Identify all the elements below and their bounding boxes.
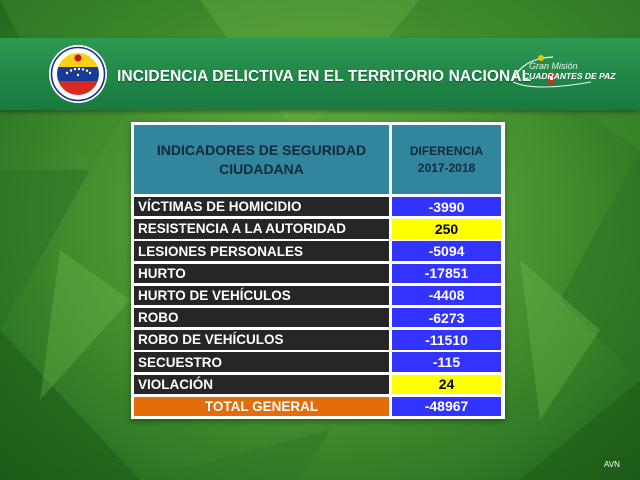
table-row: HURTO -17851 (134, 263, 501, 283)
difference-value-highlighted: 24 (392, 374, 501, 394)
indicator-column-header: INDICADORES DE SEGURIDAD CIUDADANA (134, 125, 389, 194)
difference-value: -17851 (392, 263, 501, 283)
venezuela-seal-logo (49, 45, 107, 103)
security-indicators-table: INDICADORES DE SEGURIDAD CIUDADANA DIFER… (131, 122, 505, 419)
total-row: TOTAL GENERAL -48967 (134, 396, 501, 417)
table-body: VÍCTIMAS DE HOMICIDIO -3990 RESISTENCIA … (134, 197, 501, 419)
difference-header-line2: 2017-2018 (417, 160, 476, 175)
difference-header-line1: DIFERENCIA (409, 143, 484, 158)
difference-value: -4408 (392, 285, 501, 306)
total-value: -48967 (392, 396, 501, 417)
header-banner: INCIDENCIA DELICTIVA EN EL TERRITORIO NA… (0, 38, 640, 110)
program-logo-line2: CUADRANTES DE PAZ (523, 71, 616, 81)
table-row: LESIONES PERSONALES -5094 (134, 241, 501, 261)
program-logo-line1: Gran Misión (529, 61, 578, 71)
indicator-label: VIOLACIÓN (134, 374, 389, 394)
difference-value: -115 (392, 352, 501, 372)
difference-column-header: DIFERENCIA 2017-2018 (392, 125, 501, 194)
indicator-label: LESIONES PERSONALES (134, 241, 389, 261)
indicator-header-line2: CIUDADANA (219, 160, 304, 177)
difference-value: -6273 (392, 307, 501, 328)
table-header: INDICADORES DE SEGURIDAD CIUDADANA DIFER… (134, 125, 501, 194)
table-row: RESISTENCIA A LA AUTORIDAD 250 (134, 219, 501, 239)
difference-value: -3990 (392, 197, 501, 217)
table-row: VÍCTIMAS DE HOMICIDIO -3990 (134, 197, 501, 217)
indicator-label: VÍCTIMAS DE HOMICIDIO (134, 197, 389, 217)
indicator-label: RESISTENCIA A LA AUTORIDAD (134, 219, 389, 239)
difference-value: -5094 (392, 241, 501, 261)
gran-mision-cuadrantes-de-paz-logo: Gran Misión CUADRANTES DE PAZ (505, 52, 615, 98)
difference-value-highlighted: 250 (392, 219, 501, 239)
table-row: ROBO -6273 (134, 307, 501, 328)
table-row: SECUESTRO -115 (134, 352, 501, 372)
indicator-label: HURTO (134, 263, 389, 283)
table-row: ROBO DE VEHÍCULOS -11510 (134, 330, 501, 350)
table-row: HURTO DE VEHÍCULOS -4408 (134, 285, 501, 306)
total-label: TOTAL GENERAL (134, 396, 389, 417)
source-credit: AVN (604, 460, 620, 469)
difference-value: -11510 (392, 330, 501, 350)
indicator-header-line1: INDICADORES DE SEGURIDAD (156, 141, 367, 158)
table-row: VIOLACIÓN 24 (134, 374, 501, 394)
indicator-label: SECUESTRO (134, 352, 389, 372)
map-pin-icon (512, 55, 592, 88)
page-title: INCIDENCIA DELICTIVA EN EL TERRITORIO NA… (117, 68, 532, 85)
indicator-label: ROBO (134, 307, 389, 328)
indicator-label: ROBO DE VEHÍCULOS (134, 330, 389, 350)
indicator-label: HURTO DE VEHÍCULOS (134, 285, 389, 306)
